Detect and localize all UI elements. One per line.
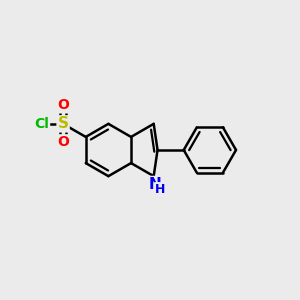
Text: H: H	[155, 183, 165, 196]
Text: O: O	[57, 98, 69, 112]
Text: N: N	[148, 177, 161, 192]
Text: S: S	[58, 116, 69, 131]
Text: Cl: Cl	[34, 117, 49, 131]
Text: O: O	[57, 135, 69, 149]
